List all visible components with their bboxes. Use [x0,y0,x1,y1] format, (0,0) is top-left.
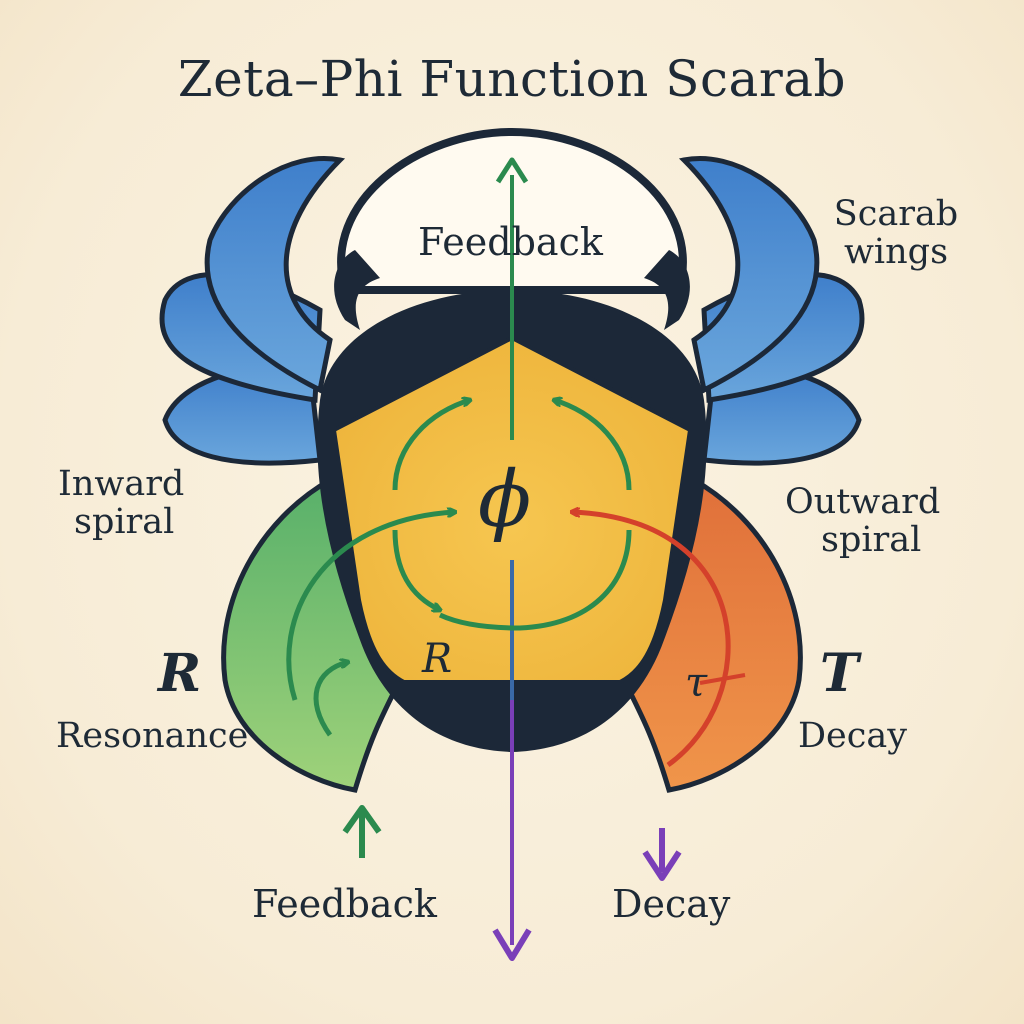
feedback-bottom-label: Feedback [252,882,437,926]
outward-spiral-arrow [572,512,731,768]
left-horn [334,250,380,330]
right-horn [644,250,690,330]
phi-symbol: ϕ [478,455,532,545]
loop-arrow-upper-right [554,400,632,491]
loop-arrow-lower-left [392,529,440,610]
tau-symbol: τ [685,660,708,706]
feedback-top-label: Feedback [418,220,603,264]
resonance-label: Resonance [56,716,249,756]
tau-tick [699,673,746,685]
decay-down-arrow [642,828,682,881]
loop-arrow-upper-left [392,400,470,491]
inner-r-symbol: R [422,636,453,682]
right-wing-feather-1 [678,156,820,394]
outward-spiral-label: Outward spiral [785,482,941,560]
diagram-title: Zeta–Phi Function Scarab [177,50,847,108]
left-wing [159,156,346,466]
resonance-curl-arrow [313,662,348,737]
inward-spiral-arrow [286,512,455,701]
feedback-up-arrow [342,805,382,858]
right-wing [678,156,865,466]
resonance-symbol: R [158,643,202,704]
decay-right-label: Decay [798,716,908,756]
left-wing-feather-1 [204,156,346,394]
decay-bottom-label: Decay [612,882,731,926]
decay-symbol: T [820,643,859,704]
scarab-wings-label: Scarab wings [833,194,959,272]
loop-arrow-lower [438,529,632,631]
feedback-top-arrowhead [495,157,529,184]
inward-spiral-label: Inward spiral [58,464,185,542]
decay-down-arrowhead-center [492,928,532,961]
